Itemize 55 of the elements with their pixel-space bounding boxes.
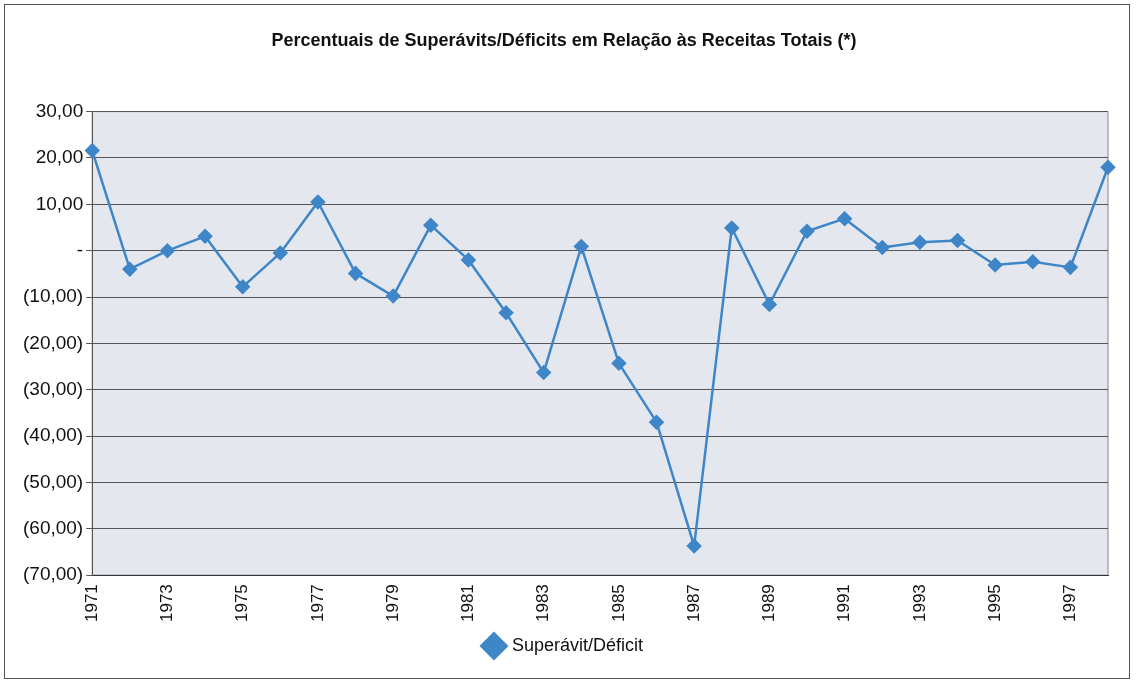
x-tick-label: 1975: [232, 584, 252, 623]
y-tick-label: -: [76, 238, 84, 260]
point: [724, 220, 740, 236]
point: [197, 229, 213, 244]
point: [498, 305, 514, 321]
point: [837, 211, 852, 226]
point: [574, 239, 589, 254]
x-tick-label: 1991: [834, 584, 854, 623]
point: [536, 365, 551, 380]
point: [1025, 254, 1041, 270]
x-tick-label: 1993: [909, 584, 929, 623]
point: [84, 143, 100, 158]
x-tick-label: 1973: [157, 584, 177, 623]
x-tick-label: 1997: [1060, 584, 1080, 623]
point: [875, 240, 890, 255]
y-tick-label: (40,00): [23, 424, 84, 446]
chart-title: Percentuais de Superávits/Déficits em Relação às Receitas Totais (*): [271, 29, 857, 50]
point: [423, 217, 439, 233]
point: [686, 538, 702, 554]
point: [310, 194, 326, 210]
point: [273, 245, 288, 261]
y-tick-label: (60,00): [23, 517, 84, 539]
point: [1100, 159, 1116, 175]
point: [762, 297, 777, 312]
y-tick-label: (30,00): [23, 377, 84, 399]
point: [1063, 260, 1078, 275]
y-tick-label: (20,00): [23, 331, 84, 353]
x-tick-label: 1981: [458, 584, 478, 623]
x-tick-label: 1983: [533, 584, 553, 623]
x-tick-label: 1995: [984, 584, 1004, 623]
x-tick-label: 1987: [683, 584, 703, 623]
x-tick-label: 1971: [81, 584, 101, 623]
point: [348, 266, 363, 281]
y-tick-label: 30,00: [35, 99, 84, 121]
point: [799, 223, 815, 239]
y-tick-label: 10,00: [35, 192, 84, 214]
point: [987, 257, 1003, 273]
point: [235, 279, 250, 295]
point: [461, 252, 476, 268]
point: [649, 414, 664, 430]
point: [160, 243, 175, 258]
y-tick-label: (50,00): [23, 470, 84, 492]
x-tick-label: 1979: [382, 584, 402, 623]
x-tick-label: 1989: [759, 584, 779, 623]
x-tick-label: 1977: [307, 584, 327, 623]
y-tick-label: (10,00): [23, 285, 84, 307]
y-tick-label: (70,00): [23, 563, 84, 585]
x-tick-label: 1985: [608, 584, 628, 623]
point: [611, 356, 627, 371]
point: [950, 233, 965, 248]
point: [912, 235, 928, 250]
legend-label: Superávit/Déficit: [511, 634, 644, 655]
point: [385, 288, 401, 304]
y-tick-label: 20,00: [35, 146, 84, 168]
point: [122, 261, 138, 277]
